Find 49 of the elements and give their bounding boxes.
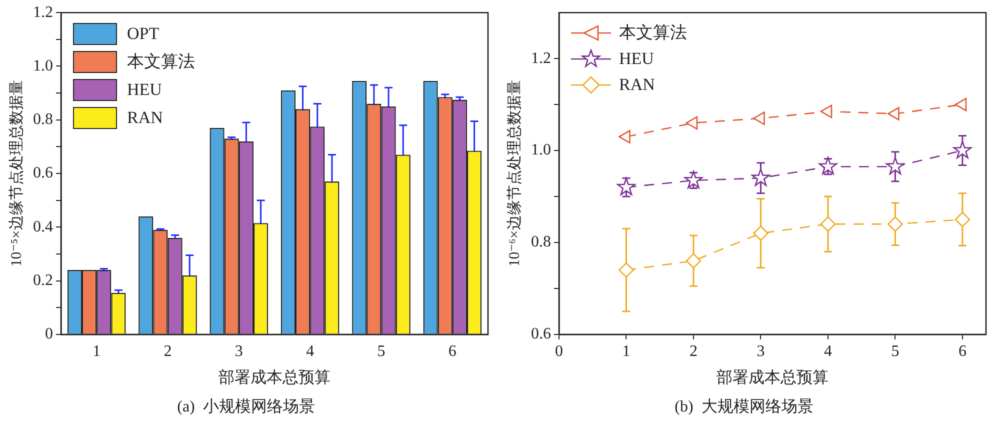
y-tick-label: 1.2	[33, 4, 53, 21]
point	[818, 156, 838, 175]
legend-label: 本文算法	[127, 52, 195, 72]
legend-label: 本文算法	[619, 23, 687, 42]
text: (a) 小规模网络场景	[177, 398, 315, 416]
legend-label: OPT	[127, 24, 160, 44]
point	[888, 216, 903, 232]
x-tick-label: 4	[824, 343, 832, 360]
x-tick-label: 2	[164, 343, 172, 360]
x-tick-label: 5	[377, 343, 386, 360]
legend-label: HEU	[619, 49, 654, 68]
x-tick-label: 4	[306, 343, 314, 360]
y-tick-label: 1.0	[33, 57, 53, 74]
point	[953, 140, 972, 158]
y-tick-label: 0.8	[531, 234, 551, 251]
x-axis-title: 部署成本总预算	[218, 368, 330, 386]
point	[686, 253, 702, 268]
x-tick-label: 1	[92, 343, 101, 360]
x-tick-label: 6	[448, 343, 456, 360]
point	[684, 170, 703, 188]
point	[753, 226, 768, 241]
y-tick-label: 1.2	[531, 50, 551, 67]
legend-label: HEU	[127, 80, 162, 100]
y-tick-label: 0.2	[33, 272, 53, 289]
point	[954, 212, 970, 228]
legend-label: RAN	[619, 75, 655, 94]
point	[820, 216, 836, 232]
x-tick-label: 3	[234, 343, 243, 360]
legend-label: RAN	[127, 108, 163, 128]
x-axis-title: 部署成本总预算	[716, 368, 828, 386]
y-tick-label: 0.4	[33, 218, 53, 236]
text: (b) 大规模网络场景	[674, 398, 814, 416]
point	[617, 178, 636, 196]
point	[752, 168, 770, 186]
y-axis-title: 10⁻⁶×边缘节点处理总数据量	[506, 80, 523, 267]
x-tick-label: 5	[891, 343, 900, 360]
y-tick-label: 0.6	[531, 326, 551, 343]
y-tick-label: 1.0	[531, 142, 551, 159]
y-tick-label: 0.8	[33, 111, 53, 128]
x-tick-label: 1	[622, 343, 630, 360]
y-tick-label: 0	[45, 326, 53, 343]
point	[618, 262, 634, 278]
x-tick-label: 2	[689, 343, 698, 360]
x-tick-label: 6	[958, 343, 966, 360]
y-axis-title: 10⁻⁵×边缘节点处理总数据量	[8, 80, 25, 267]
x-tick-label: 3	[756, 343, 765, 360]
y-tick-label: 0.6	[33, 164, 53, 182]
x-tick-label: 0	[555, 343, 563, 360]
point	[886, 156, 904, 175]
